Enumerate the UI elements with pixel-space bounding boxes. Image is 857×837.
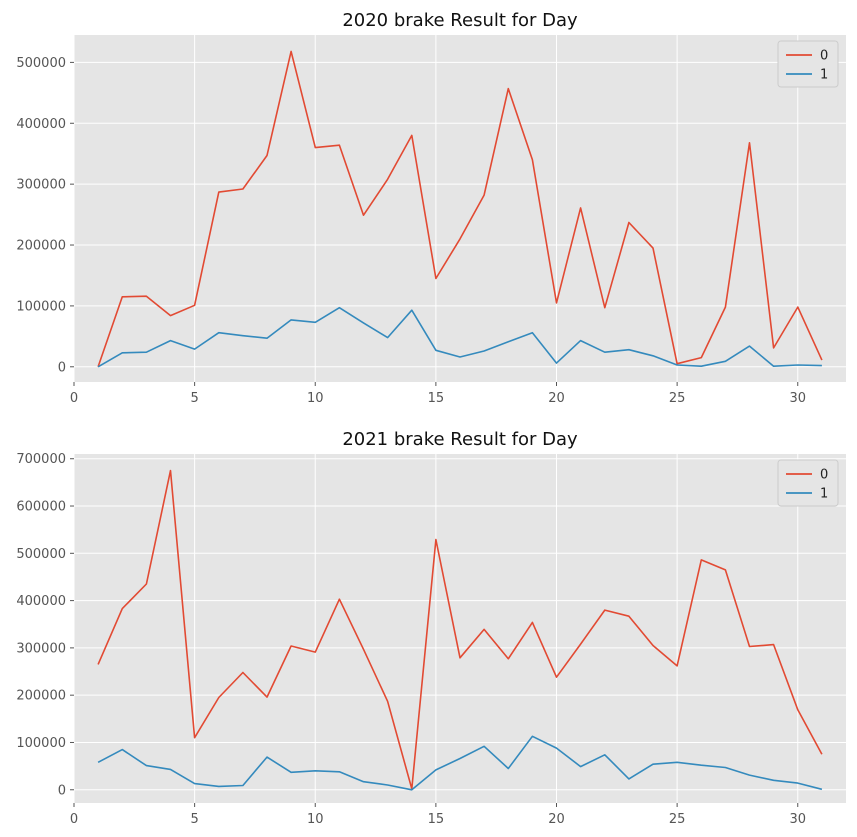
plot-area [74,35,846,382]
y-tick-label: 400000 [16,117,66,132]
legend-label-1: 1 [820,487,828,502]
y-tick-label: 300000 [16,641,66,656]
x-tick-label: 15 [428,812,445,827]
series-line-1 [97,306,822,368]
x-tick-label: 20 [548,391,565,406]
x-tick-label: 25 [669,812,686,827]
series-line-1 [97,735,823,791]
legend-label-0: 0 [820,468,828,483]
y-tick-label: 100000 [16,299,66,314]
chart-2020: 0 5 10 15 20 25 300100000200000300000400000500… [16,10,846,406]
x-tick-label: 30 [789,812,806,827]
y-tick-label: 700000 [16,452,66,467]
y-tick-label: 200000 [16,239,66,254]
y-tick-label: 400000 [16,594,66,609]
legend: 01 [777,459,839,507]
legend: 01 [777,40,839,88]
y-tick-label: 300000 [16,178,66,193]
x-tick-label: 15 [428,391,445,406]
series-line-0 [97,469,823,790]
series-line-0 [97,50,823,368]
chart-2021: 0 5 10 15 20 25 300100000200000300000400000500… [16,429,846,827]
x-tick-label: 0 [70,812,78,827]
chart-title: 2020 brake Result for Day [342,10,578,31]
y-tick-label: 600000 [16,500,66,515]
y-tick-label: 500000 [16,56,66,71]
legend-label-1: 1 [820,68,828,83]
legend-label-0: 0 [820,49,828,64]
x-tick-label: 10 [307,812,324,827]
y-tick-label: 0 [58,783,66,798]
y-tick-label: 0 [58,360,66,375]
legend-box [777,459,839,507]
x-tick-label: 10 [307,391,324,406]
plot-area [74,454,846,803]
x-tick-label: 5 [190,391,198,406]
chart-title: 2021 brake Result for Day [342,429,578,450]
x-tick-label: 5 [190,812,198,827]
x-tick-label: 25 [669,391,686,406]
legend-box [777,40,839,88]
y-tick-label: 200000 [16,689,66,704]
x-tick-label: 30 [789,391,806,406]
y-tick-label: 500000 [16,547,66,562]
x-tick-label: 0 [70,391,78,406]
x-tick-label: 20 [548,812,565,827]
y-tick-label: 100000 [16,736,66,751]
